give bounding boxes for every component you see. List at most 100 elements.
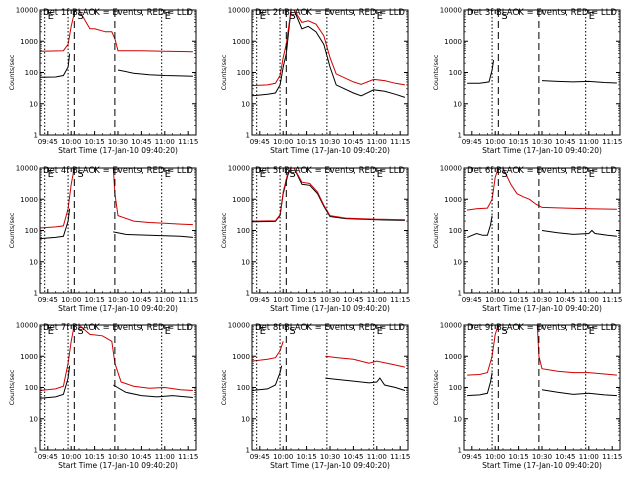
series-events-line: [467, 372, 493, 397]
chart-panel-8: [251, 324, 409, 451]
x-tick-label: 11:00: [579, 453, 599, 461]
chart-title: Det 5f BLACK = Events, RED = LLD: [255, 166, 405, 176]
x-tick-label: 10:00: [61, 453, 81, 461]
x-tick-label: 11:15: [602, 296, 622, 304]
event-marker-label: S: [289, 326, 295, 337]
x-tick-label: 09:45: [38, 138, 58, 146]
series-events-line: [39, 365, 71, 399]
event-marker-label: S: [289, 11, 295, 22]
x-tick-label: 09:45: [250, 296, 270, 304]
x-tick-label: 09:45: [462, 296, 482, 304]
y-tick-label: 1000: [232, 38, 250, 46]
y-axis-label: Counts/sec: [8, 212, 16, 248]
x-tick-label: 10:30: [320, 138, 340, 146]
event-marker-label: E: [260, 326, 266, 337]
x-tick-label: 10:15: [85, 453, 105, 461]
series-lld-line: [39, 167, 75, 229]
y-tick-label: 10000: [440, 7, 462, 15]
y-tick-label: 100: [237, 384, 250, 392]
event-marker-label: S: [77, 326, 83, 337]
chart-title: Det 4f BLACK = Events, RED = LLD: [43, 166, 193, 176]
event-marker-label: S: [501, 169, 507, 180]
event-marker-label: E: [260, 169, 266, 180]
x-tick-label: 10:15: [297, 453, 317, 461]
event-marker-label: E: [589, 326, 595, 337]
y-tick-label: 10000: [16, 165, 38, 173]
x-tick-label: 10:45: [343, 453, 363, 461]
y-tick-label: 1: [34, 290, 38, 298]
y-tick-label: 10: [241, 415, 250, 423]
chart-title: Det 1f BLACK = Events, RED = LLD: [43, 8, 193, 18]
y-axis-label: Counts/sec: [220, 212, 228, 248]
chart-title: Det 9f BLACK = Events, RED = LLD: [467, 323, 617, 333]
x-tick-label: 10:30: [532, 453, 552, 461]
y-tick-label: 1000: [444, 38, 462, 46]
y-axis-label: Counts/sec: [8, 54, 16, 90]
x-tick-label: 11:00: [367, 138, 387, 146]
y-tick-label: 10: [241, 100, 250, 108]
event-marker-label: S: [289, 169, 295, 180]
series-lld-line: [251, 341, 284, 362]
x-tick-label: 10:45: [555, 296, 575, 304]
x-tick-label: 10:45: [131, 296, 151, 304]
series-events-line: [467, 60, 495, 84]
x-tick-label: 10:45: [343, 296, 363, 304]
x-tick-label: 11:00: [155, 138, 175, 146]
event-marker-label: E: [48, 326, 54, 337]
x-tick-label: 10:00: [273, 453, 293, 461]
series-events-line: [39, 208, 71, 240]
x-tick-label: 11:00: [367, 453, 387, 461]
x-tick-label: 11:15: [602, 453, 622, 461]
x-tick-label: 10:15: [509, 138, 529, 146]
x-tick-label: 11:00: [155, 296, 175, 304]
series-events-line: [117, 69, 193, 77]
x-tick-label: 09:45: [250, 453, 270, 461]
x-tick-label: 11:00: [579, 138, 599, 146]
x-tick-label: 10:15: [509, 296, 529, 304]
y-tick-label: 10: [29, 258, 38, 266]
x-tick-label: 10:45: [555, 453, 575, 461]
y-tick-label: 10000: [228, 322, 250, 330]
event-marker-label: S: [501, 11, 507, 22]
x-tick-label: 10:15: [297, 296, 317, 304]
y-tick-label: 1000: [20, 38, 38, 46]
y-tick-label: 100: [449, 69, 462, 77]
x-axis-label: Start Time (17-Jan-10 09:40:20): [482, 461, 602, 470]
x-tick-label: 10:30: [108, 296, 128, 304]
x-tick-label: 10:45: [343, 138, 363, 146]
chart-panel-6: [463, 167, 621, 294]
series-lld-line: [39, 9, 193, 53]
y-tick-label: 100: [25, 227, 38, 235]
y-tick-label: 100: [449, 227, 462, 235]
event-marker-label: S: [501, 326, 507, 337]
series-events-line: [541, 389, 617, 397]
x-tick-label: 09:45: [250, 138, 270, 146]
x-axis-label: Start Time (17-Jan-10 09:40:20): [270, 304, 390, 313]
chart-panel-1: [39, 9, 197, 136]
chart-panel-9: [463, 324, 621, 451]
x-tick-label: 09:45: [462, 138, 482, 146]
y-tick-label: 1000: [232, 196, 250, 204]
y-tick-label: 10: [453, 415, 462, 423]
y-tick-label: 10000: [228, 165, 250, 173]
y-tick-label: 10: [453, 258, 462, 266]
x-tick-label: 10:45: [131, 138, 151, 146]
chart-panel-3: [463, 9, 621, 136]
y-tick-label: 10: [29, 100, 38, 108]
chart-title: Det 6f BLACK = Events, RED = LLD: [467, 166, 617, 176]
chart-panel-5: [251, 167, 409, 294]
y-tick-label: 1: [34, 132, 38, 140]
event-marker-label: E: [48, 11, 54, 22]
y-tick-label: 100: [25, 384, 38, 392]
x-tick-label: 10:30: [108, 138, 128, 146]
y-tick-label: 1000: [20, 353, 38, 361]
x-tick-label: 10:30: [320, 453, 340, 461]
y-tick-label: 1: [246, 132, 250, 140]
y-tick-label: 10: [29, 415, 38, 423]
y-axis-label: Counts/sec: [220, 54, 228, 90]
x-tick-label: 10:00: [273, 138, 293, 146]
event-marker-label: S: [77, 169, 83, 180]
x-tick-label: 09:45: [38, 453, 58, 461]
x-tick-label: 11:00: [367, 296, 387, 304]
y-tick-label: 1000: [232, 353, 250, 361]
